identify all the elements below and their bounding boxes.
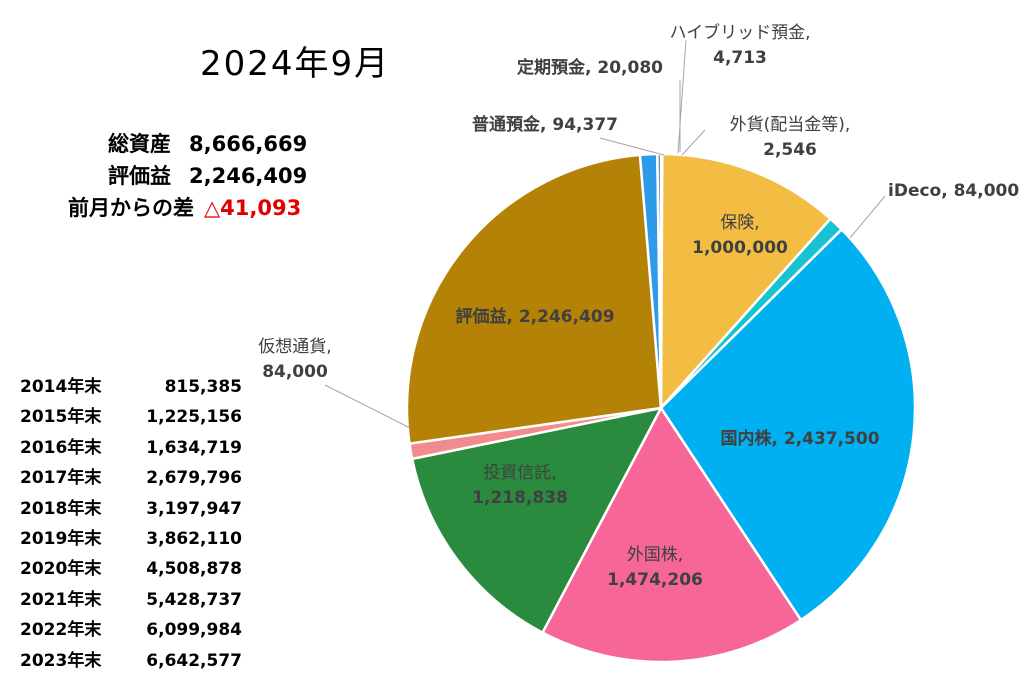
history-value: 5,428,737 xyxy=(146,589,242,610)
history-value: 1,225,156 xyxy=(146,407,242,428)
history-row: 2015年末 1,225,156 xyxy=(20,402,242,432)
history-value: 815,385 xyxy=(164,377,242,397)
leader-line-9 xyxy=(599,137,665,156)
total-assets-label: 総資産 xyxy=(108,132,171,156)
history-value: 6,099,984 xyxy=(146,620,242,641)
pie-slice-6 xyxy=(410,406,664,635)
pie-slice-4 xyxy=(659,227,917,622)
history-row: 2019年末 3,862,110 xyxy=(20,524,242,554)
pie-slice-8 xyxy=(405,153,663,446)
pie-slice-5 xyxy=(540,405,803,664)
history-year: 2015年末 xyxy=(20,407,102,428)
slice-label-1: 2,546 xyxy=(763,140,817,160)
leader-line-0 xyxy=(677,39,687,154)
leader-line-3 xyxy=(849,195,886,239)
valuation-gain-label: 評価益 xyxy=(108,164,171,188)
history-value: 2,679,796 xyxy=(146,468,242,489)
history-value: 1,634,719 xyxy=(146,437,242,458)
history-year: 2016年末 xyxy=(20,437,102,458)
chart-title: 2024年9月 xyxy=(200,44,391,84)
leader-line-7 xyxy=(324,384,411,429)
history-year: 2018年末 xyxy=(20,498,102,519)
history-row: 2017年末 2,679,796 xyxy=(20,463,242,493)
history-year: 2019年末 xyxy=(20,529,102,550)
slice-label-4: 国内株, 2,437,500 xyxy=(720,428,879,449)
history-row: 2021年末 5,428,737 xyxy=(20,585,242,615)
yearly-history-table: 2014年末 815,385 2015年末 1,225,156 2016年末 1,634,… xyxy=(20,372,242,676)
slice-label-0: 4,713 xyxy=(713,48,767,68)
history-year: 2017年末 xyxy=(20,468,102,489)
history-year: 2020年末 xyxy=(20,559,102,580)
history-value: 6,642,577 xyxy=(146,650,242,671)
history-year: 2021年末 xyxy=(20,589,102,610)
history-row: 2020年末 4,508,878 xyxy=(20,554,242,584)
total-assets-value: 8,666,669 xyxy=(189,132,308,156)
valuation-gain-value: 2,246,409 xyxy=(189,164,308,188)
slice-label-6: 投資信託, xyxy=(483,463,556,483)
monthly-diff-label: 前月からの差 xyxy=(68,196,194,220)
pie-slice-2 xyxy=(659,152,833,412)
total-assets-row: 総資産 8,666,669 xyxy=(108,128,307,160)
history-row: 2016年末 1,634,719 xyxy=(20,433,242,463)
history-value: 3,197,947 xyxy=(146,498,242,519)
leader-line-1 xyxy=(681,129,706,156)
summary-block: 総資産 8,666,669 評価益 2,246,409 前月からの差 △41,093 xyxy=(68,128,307,224)
history-row: 2023年末 6,642,577 xyxy=(20,646,242,676)
slice-label-3: iDeco, 84,000 xyxy=(888,181,1019,201)
history-row: 2018年末 3,197,947 xyxy=(20,494,242,524)
valuation-gain-row: 評価益 2,246,409 xyxy=(108,160,307,192)
history-year: 2022年末 xyxy=(20,620,102,641)
slice-label-7: 仮想通貨, xyxy=(258,337,331,357)
history-value: 4,508,878 xyxy=(146,559,242,580)
history-value: 3,862,110 xyxy=(146,529,242,550)
slice-label-0: ハイブリッド預金, xyxy=(669,22,810,43)
history-row: 2014年末 815,385 xyxy=(20,372,242,402)
slice-label-1: 外貨(配当金等), xyxy=(730,115,851,135)
slice-label-8: 評価益, 2,246,409 xyxy=(455,306,614,327)
slice-label-10: 定期預金, 20,080 xyxy=(517,57,663,78)
slice-label-5: 外国株, xyxy=(627,545,683,565)
history-row: 2022年末 6,099,984 xyxy=(20,615,242,645)
slice-label-5: 1,474,206 xyxy=(607,570,703,590)
slice-label-9: 普通預金, 94,377 xyxy=(472,114,618,135)
slice-label-2: 保険, xyxy=(720,213,759,233)
slice-label-6: 1,218,838 xyxy=(472,488,568,508)
history-year: 2023年末 xyxy=(20,650,102,671)
slice-label-2: 1,000,000 xyxy=(692,238,788,258)
history-year: 2014年末 xyxy=(20,377,102,397)
monthly-diff-row: 前月からの差 △41,093 xyxy=(68,192,307,224)
slice-label-7: 84,000 xyxy=(262,362,328,382)
monthly-diff-value: △41,093 xyxy=(204,196,302,220)
